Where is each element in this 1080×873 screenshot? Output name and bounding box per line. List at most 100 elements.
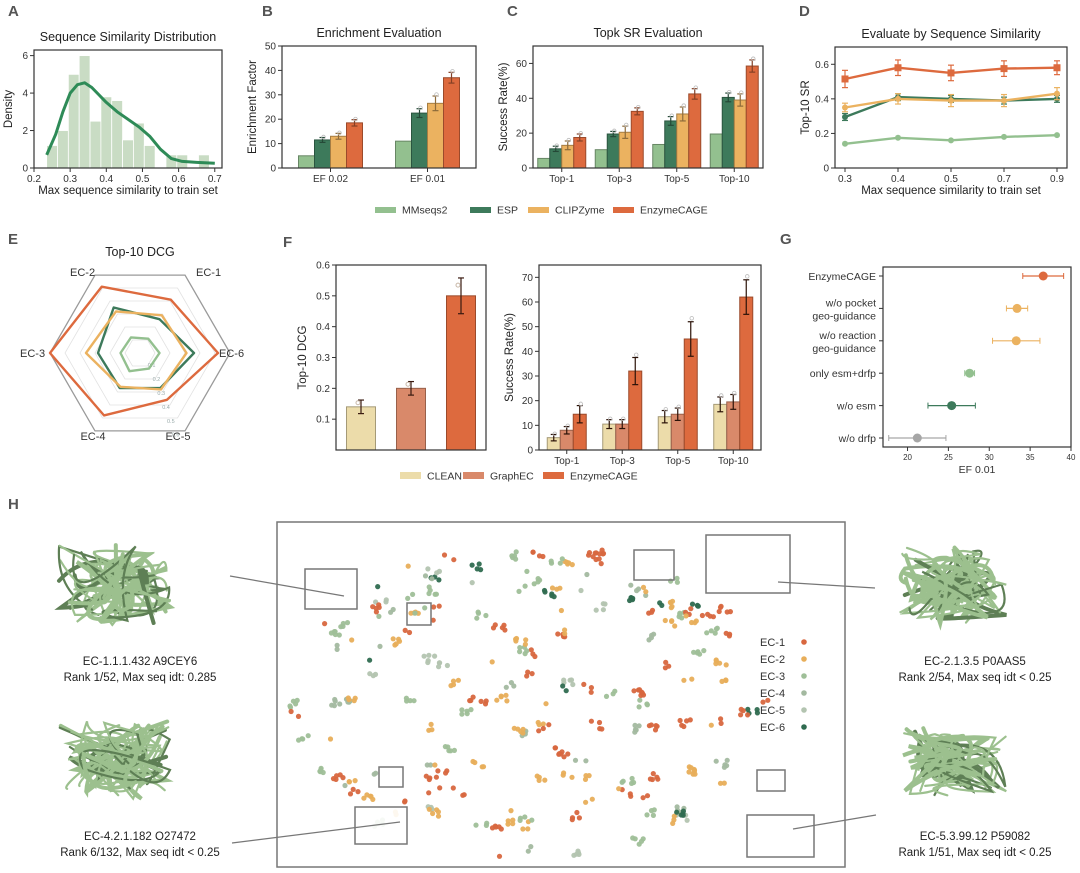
tsne-point-ec3 bbox=[411, 698, 417, 704]
replicate-point bbox=[434, 92, 439, 97]
tsne-point-ec3 bbox=[629, 775, 635, 782]
tsne-point-ec1 bbox=[288, 708, 294, 715]
bar-mmseqs2-top-10 bbox=[709, 133, 723, 169]
y-tick-label: 20 bbox=[265, 115, 277, 126]
tsne-point-ec6 bbox=[629, 597, 636, 603]
tsne-point-ec1 bbox=[431, 604, 437, 610]
panel-letter-h: H bbox=[8, 496, 19, 513]
tsne-point-ec1 bbox=[492, 823, 498, 829]
y-tick-label: 70 bbox=[522, 273, 534, 284]
y-tick-label: 60 bbox=[516, 59, 528, 70]
tsne-point-ec3 bbox=[674, 579, 681, 585]
tsne-point-ec2 bbox=[455, 677, 461, 683]
tsne-point-ec2 bbox=[430, 810, 436, 817]
radar-ring bbox=[94, 313, 186, 393]
tsne-point-ec2 bbox=[349, 637, 355, 643]
replicate-point bbox=[405, 381, 411, 387]
y-tick-label: 10 bbox=[265, 139, 277, 150]
tsne-point-ec1 bbox=[451, 557, 457, 563]
marker-point bbox=[1054, 132, 1060, 139]
tsne-point-ec1 bbox=[496, 853, 503, 859]
tsne-point-ec2 bbox=[561, 770, 567, 776]
panel-letter-e: E bbox=[8, 231, 18, 248]
marker-point bbox=[842, 104, 848, 111]
panel-h-proteins: EC-1.1.1.432 A9CEY6 Rank 1/52, Max seq id… bbox=[54, 543, 1052, 859]
replicate-point bbox=[745, 274, 750, 279]
tsne-point-ec2 bbox=[691, 768, 697, 774]
tsne-point-ec5 bbox=[383, 597, 389, 603]
tsne-point-ec4 bbox=[724, 757, 730, 763]
zoom-inset-box bbox=[354, 806, 408, 845]
y-axis-label: Density bbox=[3, 90, 15, 129]
replicate-point bbox=[455, 282, 461, 288]
tsne-point-ec2 bbox=[693, 618, 699, 624]
tsne-point-ec2 bbox=[503, 692, 509, 698]
leader-line bbox=[229, 575, 345, 597]
tsne-point-ec5 bbox=[578, 587, 584, 594]
tsne-point-ec4 bbox=[674, 804, 680, 810]
histogram-bar bbox=[57, 130, 69, 169]
x-tick-label: Top-5 bbox=[665, 456, 690, 467]
x-tick-label: 0.2 bbox=[27, 174, 41, 185]
tsne-point-ec1 bbox=[596, 719, 603, 726]
tsne-point-ec2 bbox=[525, 826, 531, 832]
tsne-point-ec2 bbox=[616, 786, 622, 792]
dot-w-o-esm bbox=[947, 401, 957, 411]
tsne-point-ec2 bbox=[450, 678, 457, 684]
tsne-point-ec6 bbox=[680, 808, 687, 814]
tsne-point-ec3 bbox=[529, 817, 535, 823]
tsne-point-ec2 bbox=[668, 605, 674, 611]
tsne-point-ec3 bbox=[426, 590, 432, 597]
radar-ring bbox=[109, 326, 171, 380]
tsne-point-ec3 bbox=[410, 591, 416, 598]
tsne-point-ec1 bbox=[295, 713, 302, 720]
tsne-point-ec1 bbox=[355, 789, 361, 795]
tsne-point-ec4 bbox=[503, 684, 509, 690]
radar-polygon-mmseqs2 bbox=[119, 336, 161, 373]
x-tick-label: EF 0.01 bbox=[410, 174, 445, 185]
tsne-point-ec1 bbox=[652, 727, 659, 733]
x-tick-label: Top-10 bbox=[719, 174, 750, 185]
tsne-point-ec6 bbox=[657, 600, 663, 606]
panel-h-tsne: EC-1 EC-2 EC-3 EC-4 EC-5 EC-6 bbox=[229, 521, 877, 868]
tsne-point-ec4 bbox=[643, 592, 649, 599]
x-tick-label: 0.6 bbox=[172, 174, 186, 185]
tsne-point-ec3 bbox=[448, 748, 454, 754]
panel-f-dcg: 0.1 0.2 0.3 0.4 0.5 0.6 Top-10 DCG bbox=[297, 261, 487, 451]
tsne-point-ec5 bbox=[436, 664, 442, 670]
legend-swatch-clean bbox=[400, 472, 421, 479]
tsne-point-ec2 bbox=[426, 727, 432, 733]
tsne-point-ec5 bbox=[434, 570, 440, 576]
legend-swatch-mmseqs2 bbox=[375, 207, 396, 213]
tsne-point-ec3 bbox=[694, 650, 700, 656]
tsne-point-ec3 bbox=[296, 737, 302, 743]
chart-title: Topk SR Evaluation bbox=[593, 26, 702, 40]
protein-caption-title: EC-2.1.3.5 P0AAS5 bbox=[924, 656, 1026, 668]
panel-a-histogram: 0 2 4 6 Density Max sequence similarity to tr… bbox=[3, 30, 223, 197]
y-tick-label: 0 bbox=[270, 164, 276, 175]
tsne-legend-dot-ec-2 bbox=[801, 656, 807, 662]
bar-esp-top-10 bbox=[721, 96, 735, 169]
radar-axis-label-ec-3: EC-3 bbox=[20, 348, 45, 360]
tsne-point-ec5 bbox=[425, 566, 431, 572]
histogram-bar bbox=[143, 145, 156, 169]
tsne-point-ec3 bbox=[524, 648, 530, 654]
marker-point bbox=[895, 134, 901, 141]
x-tick-label: Top-3 bbox=[610, 456, 635, 467]
y-axis-label: Success Rate(%) bbox=[498, 62, 510, 151]
bar-clipzyme-ef-0-02 bbox=[330, 135, 347, 169]
tsne-point-ec5 bbox=[684, 817, 690, 823]
dot-w-o-drfp bbox=[912, 433, 922, 443]
tsne-point-ec1 bbox=[600, 551, 606, 557]
y-tick-label: 50 bbox=[522, 322, 534, 333]
y-tick-label: 30 bbox=[265, 90, 277, 101]
tsne-point-ec2 bbox=[498, 693, 504, 699]
panel-letter-g: G bbox=[780, 231, 792, 248]
tsne-point-ec3 bbox=[473, 822, 479, 828]
x-tick-label: Top-10 bbox=[718, 456, 749, 467]
tsne-point-ec1 bbox=[552, 745, 559, 751]
protein-ribbon bbox=[72, 545, 158, 623]
tsne-point-ec2 bbox=[518, 728, 524, 735]
radar-polygon-esp bbox=[96, 306, 196, 390]
